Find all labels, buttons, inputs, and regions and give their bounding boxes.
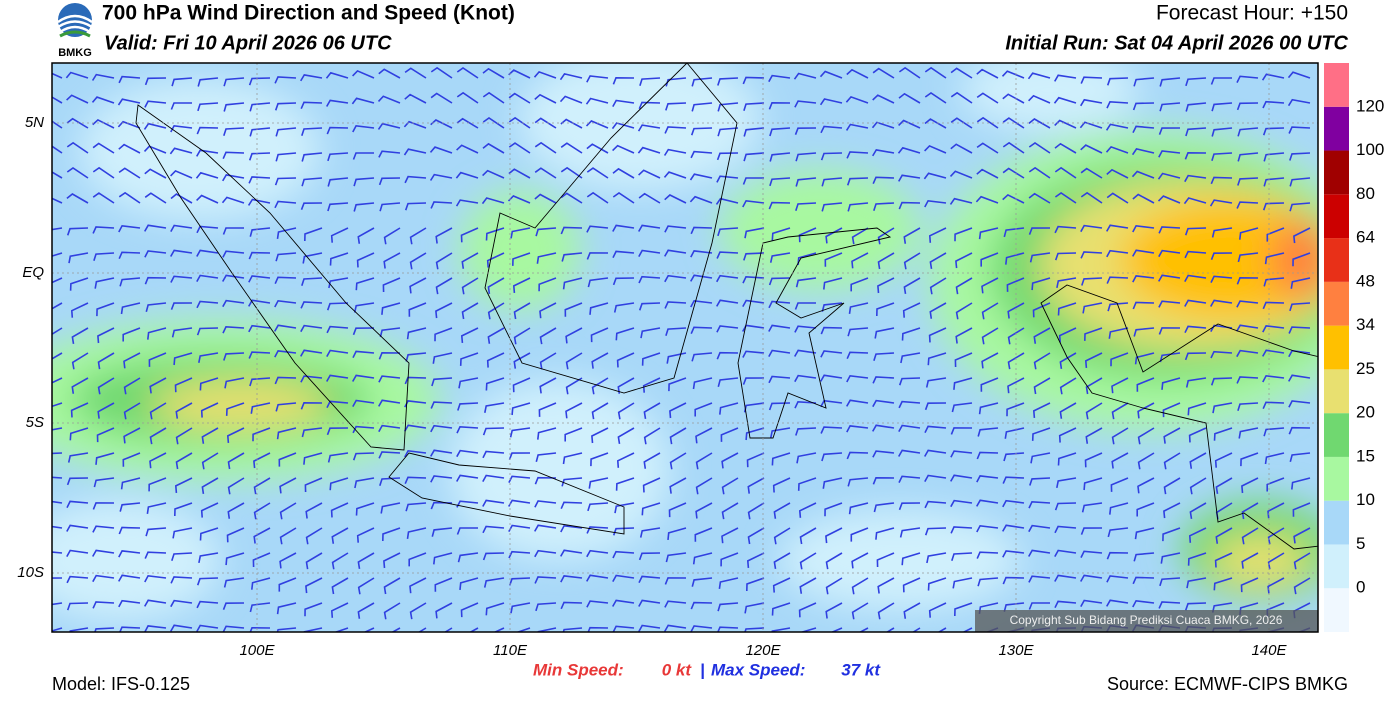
map-frame [51, 62, 1319, 633]
latitude-label: 5N [25, 114, 44, 131]
colorbar-swatch [1324, 544, 1349, 589]
source: Source: ECMWF-CIPS BMKG [1107, 674, 1348, 694]
colorbar-swatch [1324, 63, 1349, 107]
colorbar-label: 80 [1356, 184, 1375, 203]
min-speed-label: Min Speed: [533, 660, 624, 679]
colorbar-label: 100 [1356, 140, 1384, 159]
colorbar-swatch [1324, 106, 1349, 151]
separator: | [700, 660, 705, 679]
colorbar-label: 20 [1356, 403, 1375, 422]
colorbar-label: 120 [1356, 96, 1384, 115]
colorbar-swatch [1324, 150, 1349, 195]
longitude-label: 120E [745, 642, 781, 659]
longitude-label: 100E [239, 642, 275, 659]
forecast-hour: Forecast Hour: +150 [1156, 2, 1348, 25]
wind-barbs [52, 66, 1311, 632]
wind-field: Copyright Sub Bidang Prediksi Cuaca BMKG… [52, 63, 1318, 632]
colorbar-label: 10 [1356, 490, 1375, 509]
colorbar-label: 48 [1356, 271, 1375, 290]
colorbar-label: 25 [1356, 359, 1375, 378]
copyright: Copyright Sub Bidang Prediksi Cuaca BMKG… [1010, 613, 1283, 627]
initial-run: Initial Run: Sat 04 April 2026 00 UTC [1005, 32, 1348, 54]
max-speed-value: 37 kt [841, 660, 881, 679]
latitude-label: 10S [17, 564, 44, 581]
colorbar-swatch [1324, 456, 1349, 501]
max-speed-label: Max Speed: [711, 660, 805, 679]
logo: BMKG [57, 3, 93, 59]
colorbar-swatch [1324, 281, 1349, 326]
min-speed-value: 0 kt [662, 660, 693, 679]
colorbar-swatch [1324, 369, 1349, 414]
colorbar-swatch [1324, 588, 1349, 632]
longitude-label: 130E [998, 642, 1034, 659]
colorbar-label: 64 [1356, 228, 1375, 247]
colorbar-swatch [1324, 325, 1349, 370]
title: 700 hPa Wind Direction and Speed (Knot) [102, 2, 515, 25]
colorbar-swatch [1324, 238, 1349, 282]
colorbar-label: 0 [1356, 578, 1365, 597]
longitude-label: 140E [1251, 642, 1287, 659]
logo-text: BMKG [58, 47, 92, 59]
latitude-label: 5S [26, 414, 44, 431]
colorbar-swatch [1324, 194, 1349, 239]
model: Model: IFS-0.125 [52, 674, 190, 694]
longitude-label: 110E [493, 642, 528, 659]
colorbar-swatch [1324, 413, 1349, 457]
colorbar-swatch [1324, 500, 1349, 545]
colorbar-label: 15 [1356, 446, 1375, 465]
colorbar-label: 34 [1356, 315, 1375, 334]
colorbar-label: 5 [1356, 534, 1365, 553]
latitude-label: EQ [22, 264, 44, 281]
graticule [52, 63, 1318, 632]
valid-time: Valid: Fri 10 April 2026 06 UTC [104, 32, 392, 54]
